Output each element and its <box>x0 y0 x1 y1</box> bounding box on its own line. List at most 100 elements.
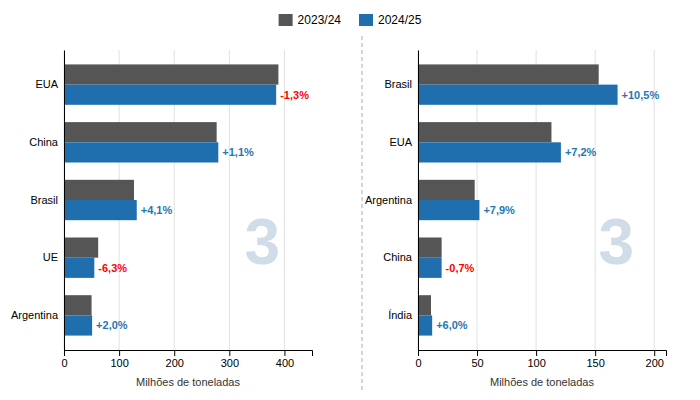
x-tick: 400 <box>276 350 294 369</box>
x-axis: 0 100 200 300 400 <box>61 350 312 369</box>
legend-label: 2023/24 <box>298 13 342 27</box>
change-label: -6,3% <box>98 262 127 274</box>
watermark: 3 <box>245 206 281 278</box>
bar <box>418 258 442 278</box>
bar <box>64 122 217 142</box>
x-tick: 0 <box>415 350 421 369</box>
panel: 3 -1,3% +1,1% +4,1% -6,3% +2,0% 0 100 200 300 400 E… <box>11 50 313 388</box>
series <box>64 64 278 315</box>
legend-swatch <box>359 14 373 26</box>
tick-mark <box>119 350 120 356</box>
bar <box>64 258 94 278</box>
axis-line <box>419 351 667 357</box>
tick-label: 0 <box>61 357 67 369</box>
tick-label: 200 <box>646 357 664 369</box>
bar <box>64 238 98 258</box>
legend-label: 2024/25 <box>378 13 422 27</box>
axis-line <box>418 51 419 351</box>
bar <box>64 200 137 220</box>
bar <box>418 142 561 162</box>
y-tick: Índia <box>388 309 418 321</box>
y-axis: Brasil EUA Argentina China Índia <box>365 51 419 351</box>
tick-label: Brasil <box>30 194 58 206</box>
tick-mark <box>477 350 478 356</box>
legend-item: 2024/25 <box>359 13 422 27</box>
change-label: +7,2% <box>565 146 597 158</box>
bar <box>418 238 442 258</box>
bar <box>418 315 432 335</box>
tick-label: EUA <box>35 78 58 90</box>
axis-line <box>64 51 65 351</box>
tick-mark <box>654 350 655 356</box>
grid-line <box>64 50 65 350</box>
tick-label: 400 <box>276 357 294 369</box>
legend-swatch <box>279 14 293 26</box>
bars <box>64 64 278 335</box>
tick-label: 200 <box>166 357 184 369</box>
y-tick: Argentina <box>11 309 64 321</box>
x-tick: 0 <box>61 350 67 369</box>
x-tick: 200 <box>166 350 184 369</box>
tick-label: Argentina <box>11 309 59 321</box>
bar <box>64 64 278 84</box>
tick-label: Brasil <box>384 78 412 90</box>
y-axis: EUA China Brasil UE Argentina <box>11 51 65 351</box>
legend-item: 2023/24 <box>279 13 342 27</box>
grid <box>64 50 284 350</box>
bar <box>418 64 599 84</box>
x-tick: 150 <box>586 350 604 369</box>
grid-line <box>418 50 419 350</box>
tick-mark <box>229 350 230 356</box>
x-tick: 300 <box>221 350 239 369</box>
chart-svg: 3 -1,3% +1,1% +4,1% -6,3% +2,0% 0 100 200 300 400 E… <box>0 0 700 400</box>
tick-mark <box>64 350 65 356</box>
x-tick: 100 <box>527 350 545 369</box>
x-axis-title: Milhões de toneladas <box>136 376 240 388</box>
change-label: -1,3% <box>280 89 309 101</box>
bar <box>418 85 618 105</box>
bars <box>418 64 618 335</box>
tick-label: 150 <box>586 357 604 369</box>
bar <box>418 295 431 315</box>
bar <box>64 142 218 162</box>
y-tick: Brasil <box>384 78 418 90</box>
change-label: +4,1% <box>141 204 173 216</box>
bar <box>64 180 134 200</box>
bar <box>64 85 276 105</box>
bar <box>418 200 479 220</box>
x-tick: 200 <box>646 350 664 369</box>
x-tick: 50 <box>471 350 483 369</box>
y-tick: China <box>29 136 64 148</box>
y-tick: Brasil <box>30 194 64 206</box>
tick-mark <box>536 350 537 356</box>
x-tick: 100 <box>110 350 128 369</box>
y-tick: China <box>383 251 418 263</box>
y-tick: Argentina <box>365 194 418 206</box>
change-label: -0,7% <box>446 262 475 274</box>
change-label: +6,0% <box>436 319 468 331</box>
grid <box>418 50 654 350</box>
change-label: +2,0% <box>96 319 128 331</box>
tick-label: 0 <box>415 357 421 369</box>
tick-mark <box>174 350 175 356</box>
x-axis: 0 50 100 150 200 <box>415 350 666 369</box>
change-label: +7,9% <box>483 204 515 216</box>
tick-label: EUA <box>389 136 412 148</box>
tick-label: 100 <box>110 357 128 369</box>
tick-label: China <box>29 136 59 148</box>
x-axis-title: Milhões de toneladas <box>490 376 594 388</box>
tick-mark <box>595 350 596 356</box>
y-tick: UE <box>43 251 64 263</box>
series <box>64 85 276 336</box>
bar <box>64 295 92 315</box>
tick-label: 100 <box>527 357 545 369</box>
tick-label: China <box>383 251 413 263</box>
divider <box>362 36 363 390</box>
tick-label: 300 <box>221 357 239 369</box>
axis-line <box>65 351 313 357</box>
change-label: +1,1% <box>222 146 254 158</box>
legend: 2023/24 2024/25 <box>279 13 422 27</box>
tick-label: Argentina <box>365 194 413 206</box>
watermark: 3 <box>599 206 635 278</box>
tick-mark <box>418 350 419 356</box>
